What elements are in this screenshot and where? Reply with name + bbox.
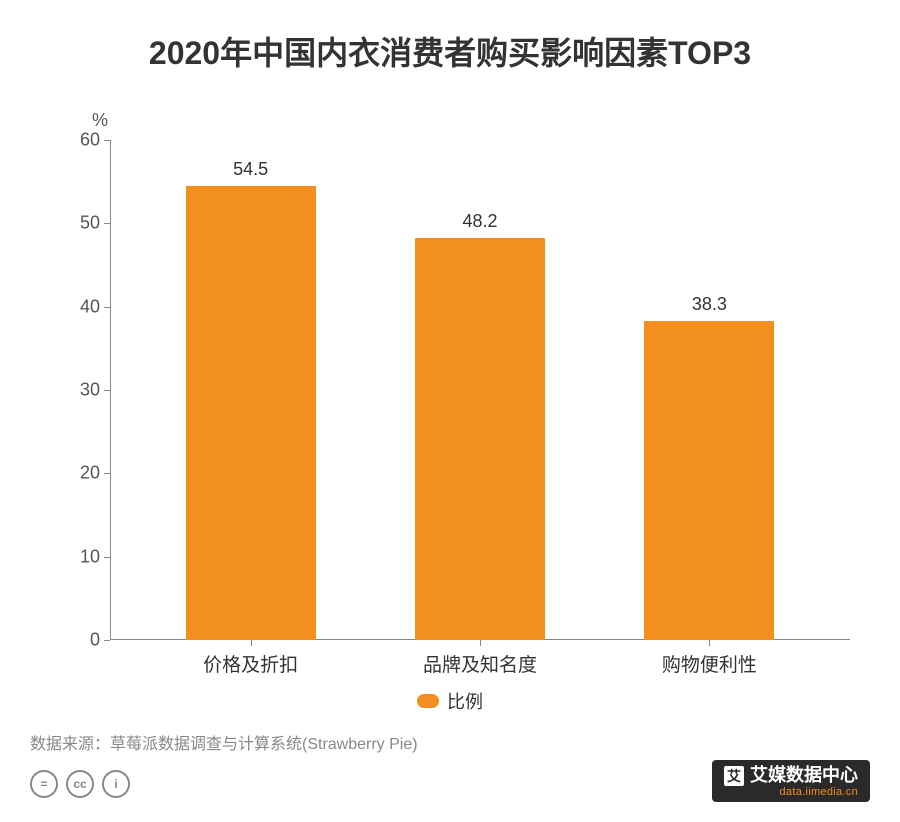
- x-category-label: 价格及折扣: [203, 640, 298, 677]
- bar-value-label: 38.3: [692, 294, 727, 321]
- bar-value-label: 54.5: [233, 159, 268, 186]
- data-source: 数据来源：草莓派数据调查与计算系统(Strawberry Pie): [30, 730, 418, 754]
- y-tick-label: 60: [80, 130, 110, 151]
- cc-icon: cc: [66, 770, 94, 798]
- license-icons: = cci: [30, 770, 130, 798]
- cc-icon: =: [30, 770, 58, 798]
- bar: 54.5: [186, 186, 316, 640]
- bar: 48.2: [415, 238, 545, 640]
- bar: 38.3: [644, 321, 774, 640]
- legend: 比例: [0, 688, 900, 714]
- bar-value-label: 48.2: [462, 211, 497, 238]
- chart-title: 2020年中国内衣消费者购买影响因素TOP3: [0, 28, 900, 74]
- brand-logo-icon: 艾: [724, 766, 744, 786]
- brand-name-cn: 艾媒数据中心: [750, 765, 858, 785]
- y-tick-label: 50: [80, 213, 110, 234]
- y-axis: [110, 140, 111, 640]
- brand-name-en: data.iimedia.cn: [724, 786, 858, 798]
- y-tick-label: 0: [90, 630, 110, 651]
- y-tick-label: 30: [80, 380, 110, 401]
- x-category-label: 品牌及知名度: [423, 640, 537, 677]
- plot-area: % 010203040506054.5价格及折扣48.2品牌及知名度38.3购物…: [110, 140, 850, 640]
- legend-swatch: [417, 694, 439, 708]
- chart-container: 2020年中国内衣消费者购买影响因素TOP3 % 010203040506054…: [0, 0, 900, 822]
- y-tick-label: 40: [80, 296, 110, 317]
- y-axis-unit: %: [92, 110, 108, 131]
- y-tick-label: 10: [80, 546, 110, 567]
- brand-badge: 艾艾媒数据中心 data.iimedia.cn: [712, 760, 870, 802]
- x-category-label: 购物便利性: [662, 640, 757, 677]
- legend-label: 比例: [447, 688, 483, 714]
- y-tick-label: 20: [80, 463, 110, 484]
- cc-icon: i: [102, 770, 130, 798]
